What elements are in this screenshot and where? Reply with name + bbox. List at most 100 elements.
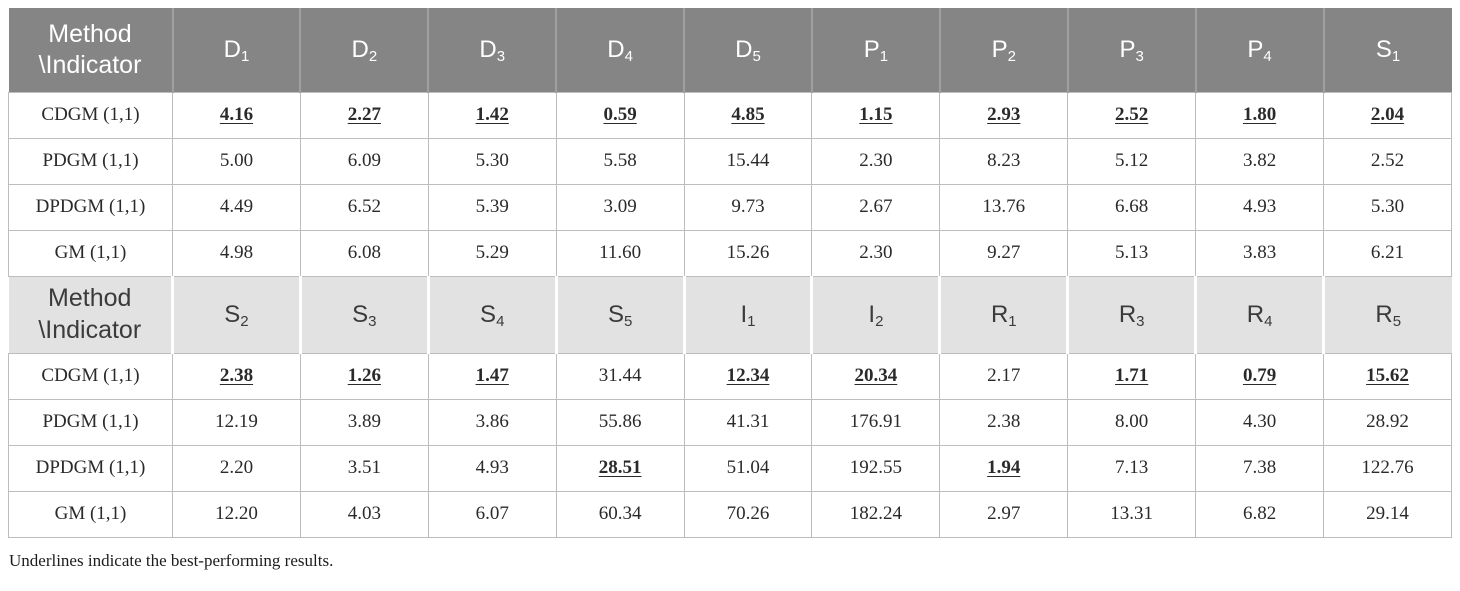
table-cell: 0.59	[555, 91, 685, 139]
method-indicator-header: Method \Indicator	[8, 276, 173, 353]
cell-value: 5.30	[475, 150, 509, 171]
table-cell: 4.98	[172, 229, 301, 277]
indicator-subscript: 5	[1392, 312, 1402, 330]
table-cell: 15.62	[1323, 352, 1452, 400]
cell-value: 11.60	[599, 242, 642, 263]
cell-value: 20.34	[854, 365, 898, 386]
cell-value: 28.51	[598, 457, 642, 478]
table-cell: 9.73	[683, 183, 813, 231]
cell-value: 5.00	[219, 150, 254, 171]
cell-value: 2.30	[859, 242, 893, 263]
table-cell: 4.85	[683, 91, 813, 139]
cell-value: 8.23	[987, 150, 1021, 171]
row-label: DPDGM (1,1)	[8, 183, 173, 231]
cell-value: 70.26	[726, 503, 770, 524]
table-cell: 2.04	[1323, 91, 1452, 139]
indicator-subscript: 3	[496, 47, 506, 65]
indicator-subscript: 1	[1008, 312, 1017, 330]
cell-value: 4.93	[475, 457, 509, 478]
table-cell: 11.60	[555, 229, 685, 277]
table-row: GM (1,1) 12.20 4.03 6.07 60.34 70.26 182…	[8, 490, 1452, 538]
cell-value: 2.20	[219, 457, 254, 478]
indicator-subscript: 4	[496, 312, 505, 330]
cell-value: 5.39	[475, 196, 509, 217]
row-label: GM (1,1)	[8, 490, 173, 538]
table-cell: 2.52	[1323, 137, 1452, 185]
table-cell: 7.13	[1067, 444, 1197, 492]
table-cell: 70.26	[683, 490, 813, 538]
column-header: S4	[426, 276, 557, 353]
cell-value: 41.31	[726, 411, 770, 432]
cell-value: 1.42	[475, 104, 509, 125]
table-cell: 5.58	[555, 137, 685, 185]
table-cell: 5.29	[427, 229, 557, 277]
indicator-label: R	[1246, 300, 1265, 328]
indicator-subscript: 1	[879, 47, 889, 65]
row-label: PDGM (1,1)	[8, 137, 173, 185]
column-header: D2	[299, 8, 429, 92]
column-header: S2	[171, 276, 301, 353]
table-cell: 12.20	[172, 490, 301, 538]
table-cell: 5.30	[427, 137, 557, 185]
indicator-label: S	[352, 300, 369, 328]
column-header: S1	[1322, 8, 1452, 92]
indicator-subscript: 2	[1007, 47, 1016, 65]
indicator-subscript: 1	[240, 47, 250, 65]
table-cell: 13.31	[1067, 490, 1197, 538]
cell-value: 1.94	[987, 457, 1021, 478]
table-cell: 6.82	[1195, 490, 1325, 538]
table-cell: 4.49	[172, 183, 301, 231]
table-cell: 0.79	[1195, 352, 1325, 400]
table-row: PDGM (1,1) 5.00 6.09 5.30 5.58 15.44 2.3…	[8, 137, 1452, 185]
table-cell: 1.80	[1195, 91, 1325, 139]
cell-value: 192.55	[849, 457, 903, 478]
indicator-subscript: 5	[752, 47, 761, 65]
table-cell: 4.16	[172, 91, 301, 139]
table-row: CDGM (1,1) 4.16 2.27 1.42 0.59 4.85 1.15…	[8, 91, 1452, 139]
table-cell: 1.94	[939, 444, 1069, 492]
table-row: PDGM (1,1) 12.19 3.89 3.86 55.86 41.31 1…	[8, 398, 1452, 446]
cell-value: 2.04	[1370, 104, 1405, 125]
cell-value: 5.30	[1370, 196, 1405, 217]
table-cell: 182.24	[811, 490, 941, 538]
indicator-label: P	[1119, 35, 1136, 63]
column-header: I2	[810, 276, 940, 353]
table-cell: 3.51	[299, 444, 429, 492]
indicator-subscript: 1	[747, 312, 756, 330]
table-cell: 4.93	[1195, 183, 1325, 231]
cell-value: 28.92	[1366, 411, 1409, 432]
indicator-subscript: 3	[1135, 47, 1144, 65]
table-cell: 6.07	[427, 490, 557, 538]
cell-value: 5.58	[603, 150, 637, 171]
indicator-subscript: 3	[368, 312, 377, 330]
table-cell: 2.27	[299, 91, 429, 139]
indicator-subscript: 4	[1263, 47, 1272, 65]
table-cell: 2.97	[939, 490, 1069, 538]
column-header: P1	[810, 8, 940, 92]
table-cell: 192.55	[811, 444, 941, 492]
indicator-label: I	[740, 300, 748, 328]
cell-value: 15.44	[726, 150, 770, 171]
cell-value: 3.89	[347, 411, 381, 432]
indicator-label: P	[991, 35, 1008, 63]
row-label: CDGM (1,1)	[8, 91, 173, 139]
table-cell: 3.09	[555, 183, 685, 231]
table-footnote: Underlines indicate the best-performing …	[9, 550, 334, 570]
table-cell: 2.17	[939, 352, 1069, 400]
column-header: R1	[938, 276, 1068, 353]
cell-value: 2.52	[1370, 150, 1405, 171]
table-cell: 7.38	[1195, 444, 1325, 492]
table-cell: 28.92	[1323, 398, 1452, 446]
table-row: CDGM (1,1) 2.38 1.26 1.47 31.44 12.34 20…	[8, 352, 1452, 400]
cell-value: 9.27	[987, 242, 1021, 263]
cell-value: 15.62	[1366, 365, 1409, 386]
cell-value: 13.76	[982, 196, 1026, 217]
cell-value: 6.52	[347, 196, 381, 217]
cell-value: 60.34	[598, 503, 642, 524]
cell-value: 3.51	[347, 457, 381, 478]
cell-value: 2.93	[987, 104, 1021, 125]
cell-value: 4.03	[347, 503, 381, 524]
table-cell: 3.86	[427, 398, 557, 446]
column-header: D5	[683, 8, 812, 92]
indicator-label: P	[863, 35, 880, 63]
